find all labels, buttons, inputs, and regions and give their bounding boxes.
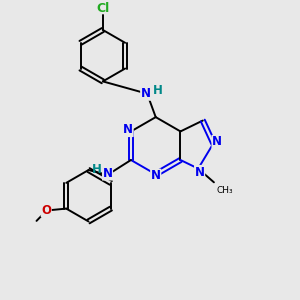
Text: N: N [123,124,133,136]
Text: N: N [103,167,112,180]
Text: N: N [151,169,161,182]
Text: N: N [195,166,205,178]
Text: O: O [41,203,51,217]
Text: CH₃: CH₃ [216,186,233,195]
Text: N: N [141,87,151,100]
Text: H: H [153,84,163,97]
Text: N: N [212,136,222,148]
Text: Cl: Cl [96,2,110,15]
Text: H: H [92,163,102,176]
